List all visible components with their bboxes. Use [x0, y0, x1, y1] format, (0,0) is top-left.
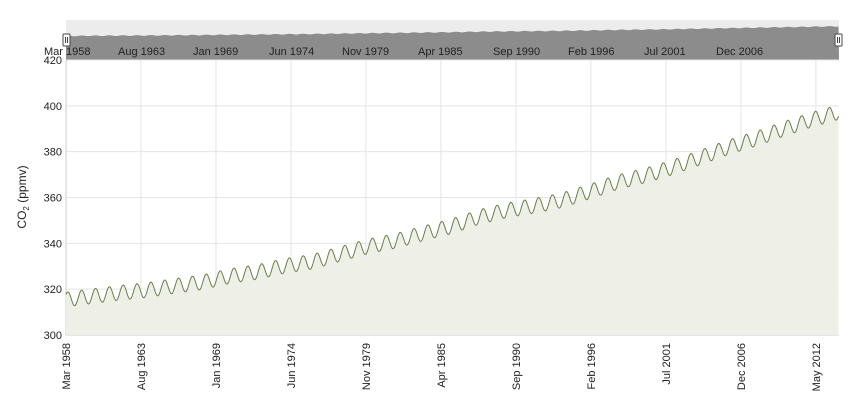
navigator-label: Aug 1963 — [118, 46, 165, 58]
y-axis-title-sub: 2 — [22, 206, 31, 211]
y-axis: 300 320 340 360 380 400 420 — [44, 55, 62, 342]
x-tick-label: Sep 1990 — [511, 343, 523, 390]
y-tick-label: 380 — [44, 147, 62, 159]
x-axis: Mar 1958 Aug 1963 Jan 1969 Jun 1974 Nov 1979… — [61, 343, 823, 391]
navigator-label: Jun 1974 — [269, 46, 314, 58]
navigator-label: Feb 1996 — [568, 46, 614, 58]
y-axis-title: CO2 (ppmv) — [15, 165, 31, 228]
navigator-label: Apr 1985 — [418, 46, 463, 58]
x-tick-label: Jan 1969 — [211, 343, 223, 388]
range-navigator[interactable]: Mar 1958 Aug 1963 Jan 1969 Jun 1974 Nov 1979… — [44, 20, 843, 60]
navigator-label: Nov 1979 — [342, 46, 389, 58]
x-tick-label: Apr 1985 — [436, 343, 448, 388]
navigator-labels: Mar 1958 Aug 1963 Jan 1969 Jun 1974 Nov 1979… — [44, 46, 763, 58]
series-line — [65, 106, 839, 307]
navigator-right-handle[interactable] — [834, 33, 843, 47]
navigator-label: Dec 2006 — [716, 46, 763, 58]
x-tick-label: Dec 2006 — [736, 343, 748, 390]
y-tick-label: 420 — [44, 55, 62, 67]
y-tick-label: 360 — [44, 193, 62, 205]
navigator-label: Jul 2001 — [644, 46, 686, 58]
y-axis-title-unit: (ppmv) — [15, 165, 29, 206]
range-handle-icon[interactable] — [834, 33, 843, 47]
x-tick-label: Nov 1979 — [361, 343, 373, 390]
x-tick-label: May 2012 — [811, 343, 823, 391]
y-tick-label: 300 — [44, 330, 62, 342]
navigator-label: Sep 1990 — [493, 46, 540, 58]
x-tick-label: Aug 1963 — [136, 343, 148, 390]
navigator-left-handle[interactable] — [62, 33, 71, 47]
y-tick-label: 340 — [44, 238, 62, 250]
x-tick-label: Jul 2001 — [661, 343, 673, 385]
x-tick-label: Mar 1958 — [61, 343, 73, 389]
navigator-area — [66, 26, 839, 60]
x-tick-label: Feb 1996 — [586, 343, 598, 389]
y-tick-label: 400 — [44, 101, 62, 113]
navigator-label: Mar 1958 — [44, 46, 90, 58]
navigator-label: Jan 1969 — [193, 46, 238, 58]
series-area — [66, 107, 839, 335]
y-tick-label: 320 — [44, 284, 62, 296]
x-tick-label: Jun 1974 — [286, 343, 298, 388]
range-handle-icon[interactable] — [62, 33, 71, 47]
y-axis-title-main: CO — [15, 211, 29, 229]
